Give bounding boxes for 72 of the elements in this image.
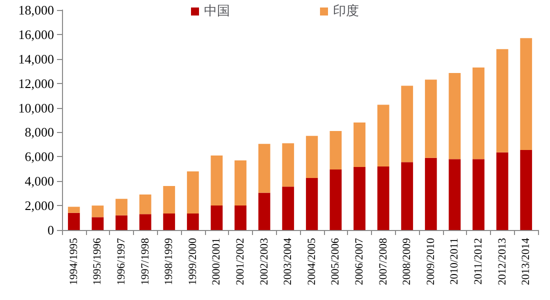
bar	[258, 144, 270, 193]
x-tick-label: 1997/1998	[139, 238, 152, 286]
bar	[496, 49, 508, 152]
legend-label: 中国	[204, 4, 230, 19]
bar	[448, 72, 461, 160]
bar	[139, 194, 152, 214]
bar	[210, 206, 223, 230]
bar	[472, 67, 484, 160]
bar	[210, 155, 223, 206]
bar	[258, 192, 270, 230]
x-tick-label: 2013/2014	[520, 238, 532, 286]
x-tick-label: 2009/2010	[424, 238, 437, 286]
bar	[139, 214, 152, 230]
x-tick-label: 2010/2011	[448, 238, 461, 285]
bar	[448, 159, 461, 230]
y-tick-label: 2,000	[24, 198, 54, 214]
bar	[163, 214, 176, 230]
bar	[282, 186, 294, 230]
bar	[520, 150, 532, 230]
bar	[377, 104, 390, 166]
bar	[234, 160, 246, 206]
bar	[92, 206, 104, 218]
y-tick-label: 12,000	[18, 76, 54, 91]
bar	[186, 214, 199, 230]
bar	[68, 206, 80, 213]
bar	[116, 215, 128, 230]
bar	[306, 178, 318, 230]
x-tick-label: 1999/2000	[186, 238, 199, 286]
bar	[377, 166, 390, 230]
bar	[401, 86, 414, 162]
y-tick-label: 4,000	[24, 174, 54, 189]
y-tick-label: 0	[48, 222, 54, 238]
bar	[401, 162, 414, 230]
bar	[424, 158, 437, 230]
bar	[282, 143, 294, 187]
bar	[306, 136, 318, 178]
bar	[472, 159, 484, 230]
x-tick-label: 2008/2009	[401, 238, 414, 286]
bar	[186, 171, 199, 214]
x-tick-label: 1996/1997	[116, 238, 128, 286]
bar	[354, 167, 366, 230]
bar	[163, 186, 176, 214]
legend-label: 印度	[333, 3, 359, 19]
bar	[330, 131, 342, 170]
bar	[520, 38, 532, 150]
y-tick-label: 18,000	[18, 2, 54, 18]
x-tick-label: 2012/2013	[496, 238, 508, 286]
x-tick-label: 2005/2006	[330, 238, 342, 286]
bar	[92, 217, 104, 230]
x-tick-label: 2011/2012	[472, 238, 484, 285]
x-tick-label: 2002/2003	[258, 238, 270, 286]
y-tick-label: 16,000	[18, 26, 54, 42]
bar	[116, 198, 128, 216]
x-tick-label: 2004/2005	[306, 238, 318, 286]
bar	[330, 170, 342, 230]
x-tick-label: 2006/2007	[354, 238, 366, 286]
bar	[234, 206, 246, 230]
x-tick-label: 1994/1995	[68, 238, 80, 286]
x-tick-label: 2000/2001	[210, 238, 223, 286]
y-tick-label: 10,000	[18, 100, 54, 116]
y-tick-label: 8,000	[24, 124, 54, 140]
bar	[424, 80, 437, 158]
y-tick-label: 14,000	[18, 51, 54, 66]
bar	[496, 152, 508, 230]
y-tick-label: 6,000	[24, 149, 54, 164]
x-tick-label: 2003/2004	[282, 238, 294, 286]
x-tick-label: 1995/1996	[92, 238, 104, 286]
bar	[354, 122, 366, 168]
x-tick-label: 2001/2002	[234, 238, 246, 286]
bar	[68, 212, 80, 230]
x-tick-label: 1998/1999	[163, 238, 176, 286]
x-tick-label: 2007/2008	[377, 238, 390, 286]
